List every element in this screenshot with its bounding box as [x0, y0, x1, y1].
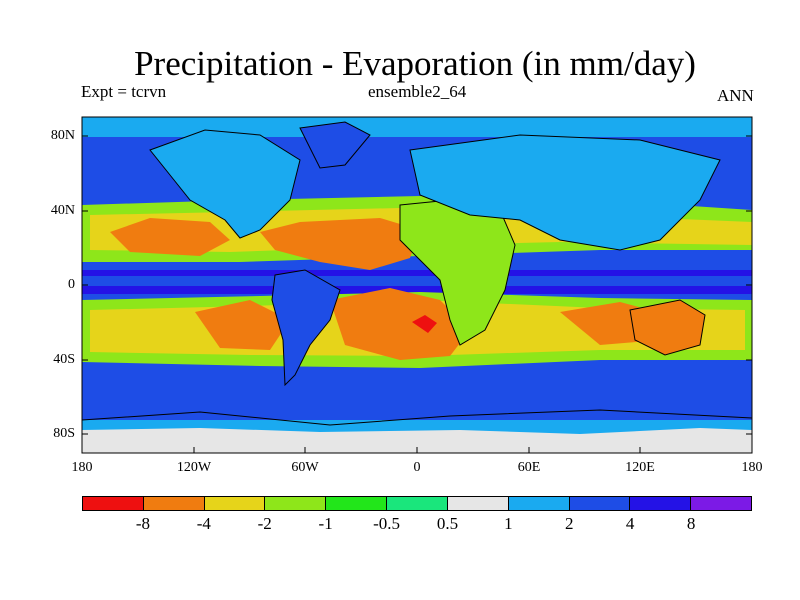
color-bar — [82, 496, 752, 511]
experiment-label: Expt = tcrvn — [81, 82, 167, 101]
lon-label-0: 0 — [413, 460, 421, 475]
color-bar-box — [387, 497, 448, 510]
plot-title: Precipitation - Evaporation (in mm/day) — [134, 44, 696, 83]
itcz-inner — [82, 276, 752, 286]
ensemble-label: ensemble2_64 — [368, 82, 467, 101]
lat-label-0: 0 — [68, 277, 75, 292]
color-bar-label: 4 — [625, 514, 635, 533]
australia-outline — [629, 299, 706, 356]
color-bar-box — [83, 497, 144, 510]
eurasia-outline — [409, 134, 721, 251]
color-bar-box — [265, 497, 327, 510]
lat-label-40n: 40N — [50, 203, 75, 218]
arctic-band — [82, 117, 752, 137]
antarctic-white — [82, 428, 752, 453]
color-bar-box — [630, 497, 692, 510]
lon-label-180w: 180 — [71, 460, 93, 475]
color-bar-label: 0.5 — [436, 514, 459, 533]
south-america-outline — [271, 269, 341, 387]
lon-label-60w: 60W — [291, 460, 319, 475]
north-america-outline — [149, 129, 301, 239]
lon-label-180e: 180 — [741, 460, 763, 475]
s-atlantic-dry — [330, 288, 470, 360]
lat-label-40s: 40S — [53, 352, 75, 367]
color-bar-box — [569, 497, 631, 510]
s-pacific-dry — [195, 300, 290, 350]
color-bar-label: -2 — [257, 514, 272, 533]
lon-label-120e: 120E — [625, 460, 655, 475]
season-label: ANN — [717, 86, 754, 105]
color-bar-box — [326, 497, 388, 510]
lat-label-80n: 80N — [50, 128, 75, 143]
n-pacific-dry — [110, 218, 230, 256]
color-bar-box — [691, 497, 751, 510]
greenland-outline — [299, 121, 371, 169]
color-bar-label: 8 — [686, 514, 696, 533]
color-bar-box — [508, 497, 570, 510]
n-atlantic-dry — [260, 218, 420, 270]
color-bar-label: 1 — [504, 514, 513, 533]
color-bar-label: -0.5 — [373, 514, 400, 533]
lat-label-80s: 80S — [53, 426, 75, 441]
lat-ticks — [82, 135, 752, 435]
s-atlantic-core — [412, 315, 437, 333]
color-bar-label: -4 — [196, 514, 211, 533]
color-bar-label: -1 — [318, 514, 333, 533]
color-bar-box — [143, 497, 205, 510]
antarctica-outline — [81, 409, 753, 426]
lon-ticks — [81, 447, 753, 453]
color-bar-label: 2 — [565, 514, 574, 533]
color-bar-box — [204, 497, 266, 510]
color-bar-label: -8 — [135, 514, 150, 533]
color-bar-box — [447, 497, 509, 510]
lon-label-60e: 60E — [517, 460, 541, 475]
lon-label-120w: 120W — [176, 460, 212, 475]
